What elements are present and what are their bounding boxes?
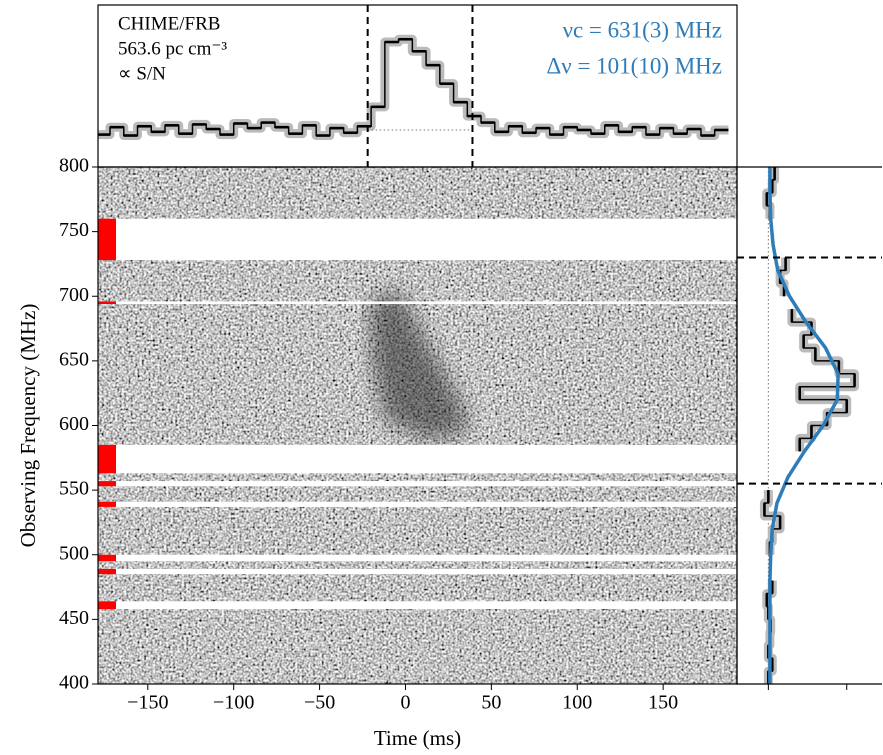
- mask-flag: [98, 568, 116, 575]
- y-tick-label: 700: [59, 284, 89, 306]
- masked-band: [98, 601, 737, 610]
- x-tick-label: −150: [127, 692, 168, 714]
- mask-flag: [98, 218, 116, 261]
- plot-layer: CHIME/FRB 563.6 pc cm⁻³ ∝ S/N νc = 631(3) M…: [16, 4, 882, 750]
- x-tick-label: 0: [400, 692, 410, 714]
- fit-annotation: νc = 631(3) MHz: [563, 17, 722, 42]
- masked-band: [98, 501, 737, 507]
- masked-band: [98, 301, 737, 305]
- y-tick-label: 550: [59, 478, 89, 500]
- masked-band: [98, 481, 737, 487]
- x-tick-label: −50: [304, 692, 335, 714]
- x-axis-label: Time (ms): [374, 726, 461, 750]
- fit-curve: [768, 167, 840, 684]
- x-tick-label: 100: [562, 692, 592, 714]
- masked-band: [98, 554, 737, 562]
- masked-band: [98, 568, 737, 575]
- mask-flag: [98, 501, 116, 507]
- x-tick-label: −100: [213, 692, 254, 714]
- mask-flag: [98, 481, 116, 487]
- y-tick-label: 450: [59, 607, 89, 629]
- mask-flag: [98, 444, 116, 474]
- y-tick-label: 400: [59, 672, 89, 694]
- fit-annotation: Δν = 101(10) MHz: [547, 53, 723, 78]
- spectrum-error-band: [759, 167, 860, 684]
- burst-signal: [370, 290, 470, 440]
- x-tick-label: 50: [481, 692, 501, 714]
- y-tick-label: 600: [59, 413, 89, 435]
- x-tick-label: 150: [648, 692, 678, 714]
- masked-band: [98, 218, 737, 261]
- mask-flag: [98, 554, 116, 562]
- y-tick-label: 650: [59, 348, 89, 370]
- y-tick-label: 500: [59, 542, 89, 564]
- profile-label: ∝ S/N: [118, 63, 166, 84]
- profile-label: CHIME/FRB: [118, 13, 220, 34]
- y-tick-label: 800: [59, 155, 89, 177]
- mask-flag: [98, 301, 116, 305]
- spectrum-frame: [736, 166, 882, 685]
- y-tick-label: 750: [59, 219, 89, 241]
- y-axis-label: Observing Frequency (MHz): [16, 304, 40, 548]
- masked-band: [98, 444, 737, 474]
- mask-flag: [98, 601, 116, 610]
- profile-label: 563.6 pc cm⁻³: [118, 38, 227, 59]
